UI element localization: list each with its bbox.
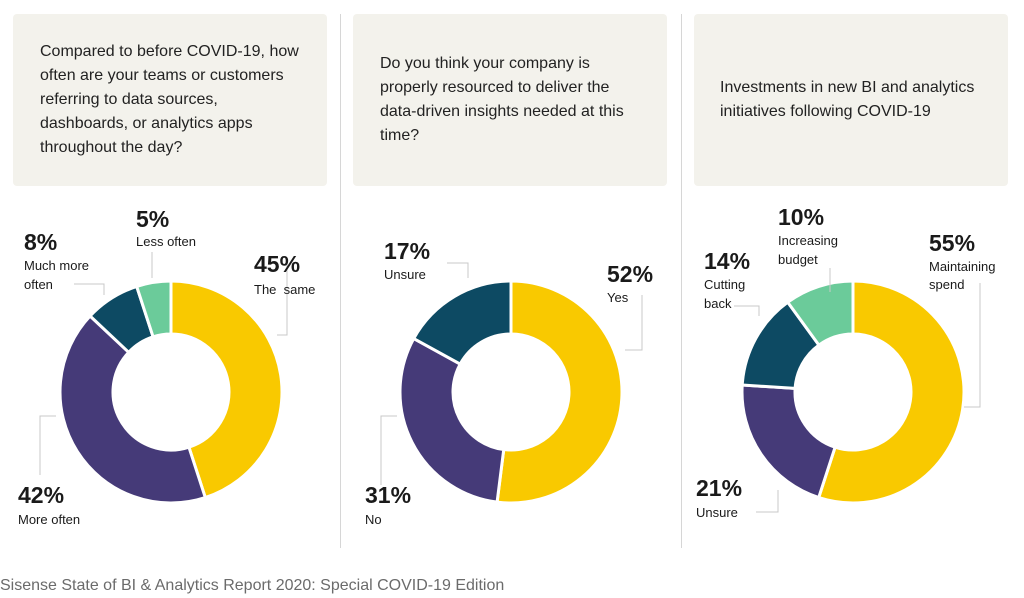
category-label-maintaining-line1: Maintaining	[929, 259, 996, 274]
donut-slice-3-increasing-budget	[785, 279, 855, 348]
category-label-much-more-line1: Much more	[24, 258, 89, 273]
donut-chart-2: 52% Yes 31% No 17% Unsure	[365, 238, 653, 527]
category-label-much-more-line2: often	[24, 277, 53, 292]
pct-label-unsure: 17%	[384, 238, 430, 264]
category-label-same: The same	[254, 282, 315, 297]
pct-label-less-often: 5%	[136, 206, 169, 232]
question-box-3: Investments in new BI and analytics init…	[694, 14, 1008, 186]
pct-label-yes: 52%	[607, 261, 653, 287]
question-box-2: Do you think your company is properly re…	[353, 14, 667, 186]
chart-panel-3: Investments in new BI and analytics init…	[682, 0, 1024, 548]
donut-slice-3-unsure	[740, 383, 837, 500]
leader-line-maintaining	[964, 283, 981, 408]
chart-panel-1: Compared to before COVID-19, how often a…	[0, 0, 340, 548]
category-label-cutting-line2: back	[704, 296, 732, 311]
pct-label-cutting: 14%	[704, 248, 750, 274]
category-label-increasing-line2: budget	[778, 252, 818, 267]
pct-label-increasing: 10%	[778, 204, 824, 230]
donut-slices-1	[58, 279, 284, 505]
panel-divider-2	[681, 14, 682, 548]
donut-slice-2-unsure	[411, 279, 513, 367]
donut-chart-3: 55% Maintaining spend 21% Unsure 14% Cut…	[696, 204, 996, 520]
category-label-no: No	[365, 512, 382, 527]
pct-label-no: 31%	[365, 482, 411, 508]
category-label-maintaining-line2: spend	[929, 277, 964, 292]
category-label-increasing-line1: Increasing	[778, 233, 838, 248]
donut-slice-2-no	[398, 336, 506, 504]
pct-label-unsure-3: 21%	[696, 475, 742, 501]
pct-label-maintaining: 55%	[929, 230, 975, 256]
donut-slice-1-more-often	[58, 313, 208, 505]
category-label-unsure: Unsure	[384, 267, 426, 282]
donut-slice-1-the-same	[169, 279, 284, 500]
donut-chart-1: 45% The same 42% More often 8% Much more…	[18, 206, 315, 527]
leader-line-same	[277, 258, 288, 336]
donut-slice-1-less-often	[134, 279, 173, 339]
pct-label-much-more: 8%	[24, 229, 57, 255]
pct-label-more-often: 42%	[18, 482, 64, 508]
leader-line-more-often	[39, 415, 56, 475]
leader-line-much-more	[74, 283, 105, 295]
chart-title-1: Compared to before COVID-19, how often a…	[40, 43, 299, 156]
donut-slices-2	[398, 279, 624, 505]
category-label-unsure-3: Unsure	[696, 505, 738, 520]
donut-slice-2-yes	[495, 279, 624, 505]
panel-divider-1	[340, 14, 341, 548]
leader-line-no	[380, 415, 397, 485]
category-label-more-often: More often	[18, 512, 80, 527]
leader-line-unsure	[447, 262, 469, 278]
leader-line-yes	[625, 295, 643, 351]
donut-slice-3-maintaining-spend	[816, 279, 966, 505]
donut-slices-3	[740, 279, 966, 505]
category-label-cutting-line1: Cutting	[704, 277, 745, 292]
leader-line-unsure-3	[756, 490, 779, 513]
category-label-yes: Yes	[607, 290, 629, 305]
source-footer: Sisense State of BI & Analytics Report 2…	[0, 577, 505, 594]
leader-line-cutting	[734, 305, 760, 316]
question-box-1: Compared to before COVID-19, how often a…	[13, 14, 327, 186]
chart-title-2: Do you think your company is properly re…	[380, 55, 624, 144]
chart-title-3: Investments in new BI and analytics init…	[720, 79, 975, 120]
category-label-less-often: Less often	[136, 234, 196, 249]
chart-panel-2: Do you think your company is properly re…	[341, 0, 681, 548]
pct-label-same: 45%	[254, 251, 300, 277]
